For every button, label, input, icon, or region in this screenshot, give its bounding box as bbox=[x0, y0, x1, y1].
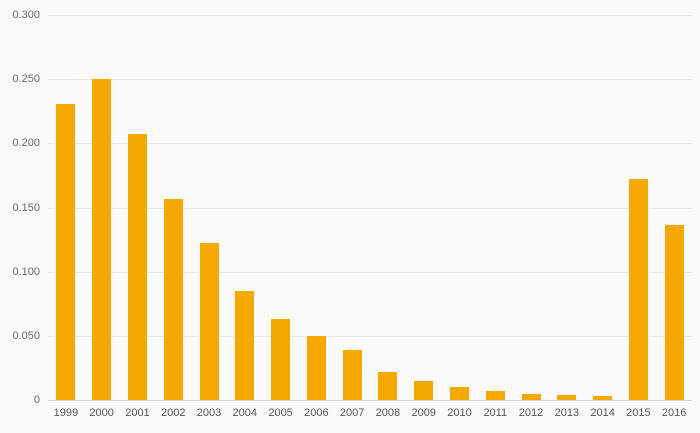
bar-2000 bbox=[92, 79, 112, 400]
x-axis-tick-label: 2010 bbox=[447, 407, 472, 419]
bar-2011 bbox=[485, 391, 505, 400]
bar-group-2004: 2004 bbox=[227, 15, 263, 419]
bar-2016 bbox=[664, 225, 684, 400]
gridline-y-0.300: 0.300 bbox=[12, 9, 692, 21]
gridline-y-0: 0 bbox=[34, 394, 692, 406]
x-axis-tick-label: 2003 bbox=[196, 407, 222, 419]
plot-area: 0 0.050 0.100 0.150 0.200 0.250 0.300 1999 2000… bbox=[12, 9, 692, 419]
bar-group-2016: 2016 bbox=[656, 15, 692, 419]
bar-group-2013: 2013 bbox=[549, 15, 585, 419]
y-axis-tick-label: 0.150 bbox=[12, 201, 40, 214]
bar-group-2003: 2003 bbox=[191, 15, 227, 419]
gridline-y-0.050: 0.050 bbox=[12, 330, 692, 342]
bar-group-2011: 2011 bbox=[477, 15, 513, 419]
x-axis-tick-label: 1999 bbox=[53, 407, 79, 419]
bar-group-2008: 2008 bbox=[370, 15, 406, 419]
gridline-y-0.100: 0.100 bbox=[12, 266, 692, 278]
bars-layer: 1999 2000 2001 2002 2003 2004 2005 2006 2007 2008… bbox=[48, 15, 692, 419]
bar-2012 bbox=[521, 393, 541, 400]
bar-2003 bbox=[199, 243, 219, 400]
bar-group-2006: 2006 bbox=[298, 15, 334, 419]
bar-2010 bbox=[449, 387, 469, 400]
x-axis-tick-label: 2002 bbox=[160, 407, 186, 419]
x-axis-tick-label: 2016 bbox=[661, 407, 687, 419]
bar-2013 bbox=[557, 394, 577, 400]
y-axis-tick-label: 0 bbox=[33, 394, 40, 406]
x-axis-tick-label: 2005 bbox=[268, 407, 293, 419]
bar-group-2014: 2014 bbox=[585, 15, 621, 419]
y-axis-tick-label: 0.300 bbox=[12, 9, 40, 21]
bar-group-2001: 2001 bbox=[120, 15, 156, 419]
gridline-y-0.250: 0.250 bbox=[12, 73, 692, 85]
bar-group-2002: 2002 bbox=[155, 15, 191, 419]
bar-group-2000: 2000 bbox=[84, 15, 120, 419]
x-axis-tick-label: 2009 bbox=[411, 407, 436, 419]
bar-2008 bbox=[378, 371, 398, 400]
x-axis-tick-label: 2008 bbox=[375, 407, 401, 419]
bar-group-2012: 2012 bbox=[513, 15, 549, 419]
bar-2007 bbox=[342, 349, 362, 400]
bar-group-2007: 2007 bbox=[334, 15, 370, 419]
bar-2005 bbox=[271, 319, 291, 400]
bar-2006 bbox=[306, 335, 326, 400]
bar-group-2009: 2009 bbox=[406, 15, 442, 419]
y-axis-tick-label: 0.200 bbox=[12, 137, 40, 150]
bar-group-2015: 2015 bbox=[621, 15, 657, 419]
bar-2009 bbox=[414, 380, 434, 400]
x-axis-tick-label: 2015 bbox=[626, 407, 651, 419]
bar-group-2005: 2005 bbox=[263, 15, 299, 419]
bar-group-2010: 2010 bbox=[442, 15, 478, 419]
x-axis-tick-label: 2006 bbox=[304, 407, 329, 419]
x-axis-tick-label: 2001 bbox=[125, 407, 150, 419]
gridline-y-0.150: 0.150 bbox=[12, 202, 692, 214]
x-axis-tick-label: 2007 bbox=[339, 407, 365, 419]
x-axis-tick-label: 2012 bbox=[518, 407, 544, 419]
bar-2001 bbox=[127, 134, 147, 400]
bar-2015 bbox=[628, 179, 648, 400]
x-axis-tick-label: 2013 bbox=[554, 407, 580, 419]
y-axis-tick-label: 0.050 bbox=[12, 329, 40, 342]
x-axis-tick-label: 2011 bbox=[483, 407, 508, 419]
y-axis-tick-label: 0.250 bbox=[12, 73, 40, 86]
bar-1999 bbox=[56, 103, 76, 400]
x-axis-tick-label: 2014 bbox=[590, 407, 615, 419]
bar-group-1999: 1999 bbox=[48, 15, 84, 419]
bar-2002 bbox=[163, 198, 183, 400]
x-axis-tick-label: 2000 bbox=[89, 407, 114, 419]
y-axis-tick-label: 0.100 bbox=[12, 265, 40, 278]
gridline-y-0.200: 0.200 bbox=[12, 137, 692, 149]
bar-2004 bbox=[235, 290, 255, 400]
bar-2014 bbox=[593, 396, 613, 400]
x-axis-tick-label: 2004 bbox=[232, 407, 258, 419]
